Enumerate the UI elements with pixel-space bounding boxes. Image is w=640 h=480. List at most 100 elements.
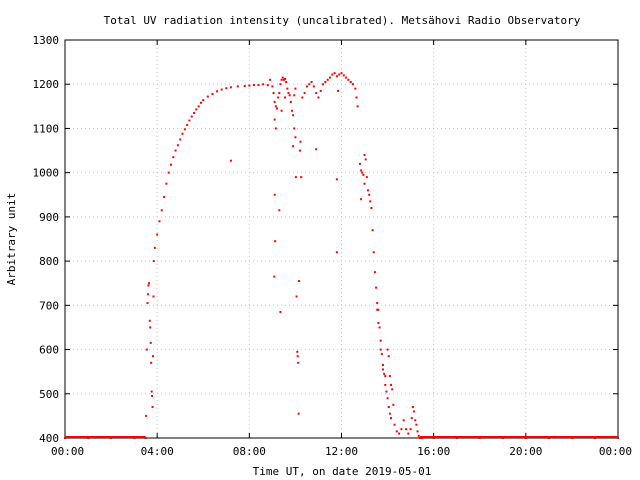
data-point	[331, 73, 334, 76]
data-point	[328, 76, 331, 79]
data-point	[181, 132, 184, 135]
data-point	[197, 105, 200, 108]
data-point	[163, 195, 166, 198]
data-point	[322, 83, 325, 86]
data-point	[294, 176, 297, 179]
data-point	[393, 423, 396, 426]
data-point	[333, 72, 336, 75]
x-tick-label: 08:00	[233, 445, 266, 458]
data-point	[379, 339, 382, 342]
data-point	[326, 78, 329, 81]
data-point	[273, 193, 276, 196]
data-point	[150, 390, 153, 393]
data-point	[193, 111, 196, 114]
data-point	[416, 430, 419, 433]
x-tick-label: 04:00	[141, 445, 174, 458]
data-point	[308, 83, 311, 86]
data-point	[284, 96, 287, 99]
data-point	[288, 94, 291, 97]
data-point	[280, 78, 283, 81]
data-point	[365, 176, 368, 179]
data-point	[293, 94, 296, 97]
data-point	[183, 128, 186, 131]
data-point	[386, 397, 389, 400]
data-point	[413, 410, 416, 413]
data-point	[287, 92, 290, 95]
chart-title: Total UV radiation intensity (uncalibrat…	[104, 14, 581, 27]
data-point	[385, 390, 388, 393]
data-point	[220, 88, 223, 91]
data-point	[371, 229, 374, 232]
data-point	[279, 310, 282, 313]
data-point	[216, 90, 219, 93]
data-point	[248, 84, 251, 87]
data-point	[284, 77, 287, 80]
data-point	[281, 76, 284, 79]
y-axis-tick-labels: 400 500 600 700 800 900 1000 1100 1200 1300	[33, 34, 60, 445]
data-point	[152, 260, 155, 263]
data-point	[160, 209, 163, 212]
data-point	[294, 136, 297, 139]
data-point	[199, 101, 202, 104]
data-point	[252, 84, 255, 87]
data-point	[360, 198, 363, 201]
x-tick-label: 00:00	[599, 445, 632, 458]
data-point	[295, 295, 298, 298]
data-point	[383, 372, 386, 375]
data-point	[269, 78, 272, 81]
data-point	[352, 83, 355, 86]
data-point	[278, 209, 281, 212]
data-point	[186, 123, 189, 126]
data-point	[392, 403, 395, 406]
data-point	[384, 383, 387, 386]
data-point	[146, 302, 149, 305]
data-point	[292, 114, 295, 117]
data-point	[280, 109, 283, 112]
data-point	[297, 361, 300, 364]
data-point	[202, 99, 205, 102]
data-point	[347, 78, 350, 81]
data-point	[299, 149, 302, 152]
data-point	[296, 355, 299, 358]
data-point	[391, 388, 394, 391]
data-point	[390, 417, 393, 420]
data-point	[358, 162, 361, 165]
data-point	[271, 85, 274, 88]
data-point	[377, 308, 380, 311]
data-point	[282, 78, 285, 81]
x-axis-label: Time UT, on date 2019-05-01	[253, 465, 432, 478]
data-point	[195, 108, 198, 111]
data-point	[243, 84, 246, 87]
y-tick-label: 1200	[33, 78, 60, 91]
y-tick-label: 600	[39, 344, 59, 357]
data-point	[273, 275, 276, 278]
data-point	[335, 178, 338, 181]
data-point	[301, 96, 304, 99]
data-point	[400, 428, 403, 431]
data-point	[206, 95, 209, 98]
data-point	[387, 406, 390, 409]
data-point	[384, 375, 387, 378]
data-point	[418, 437, 421, 439]
x-tick-label: 12:00	[325, 445, 358, 458]
data-point	[349, 81, 352, 84]
data-point	[144, 437, 147, 439]
plot-area-frame	[64, 39, 619, 439]
data-point	[372, 251, 375, 254]
data-point	[169, 163, 172, 166]
data-point	[381, 368, 384, 371]
data-point	[376, 308, 379, 311]
data-points	[64, 72, 619, 439]
x-tick-label: 00:00	[51, 445, 84, 458]
y-tick-label: 900	[39, 211, 59, 224]
data-point	[277, 96, 280, 99]
x-tick-label: 20:00	[509, 445, 542, 458]
data-point	[147, 284, 150, 287]
data-point	[167, 171, 170, 174]
data-point	[335, 251, 338, 254]
data-point	[150, 361, 153, 364]
data-point	[274, 240, 277, 243]
data-point	[354, 87, 357, 90]
data-point	[293, 127, 296, 130]
data-point	[229, 86, 232, 89]
